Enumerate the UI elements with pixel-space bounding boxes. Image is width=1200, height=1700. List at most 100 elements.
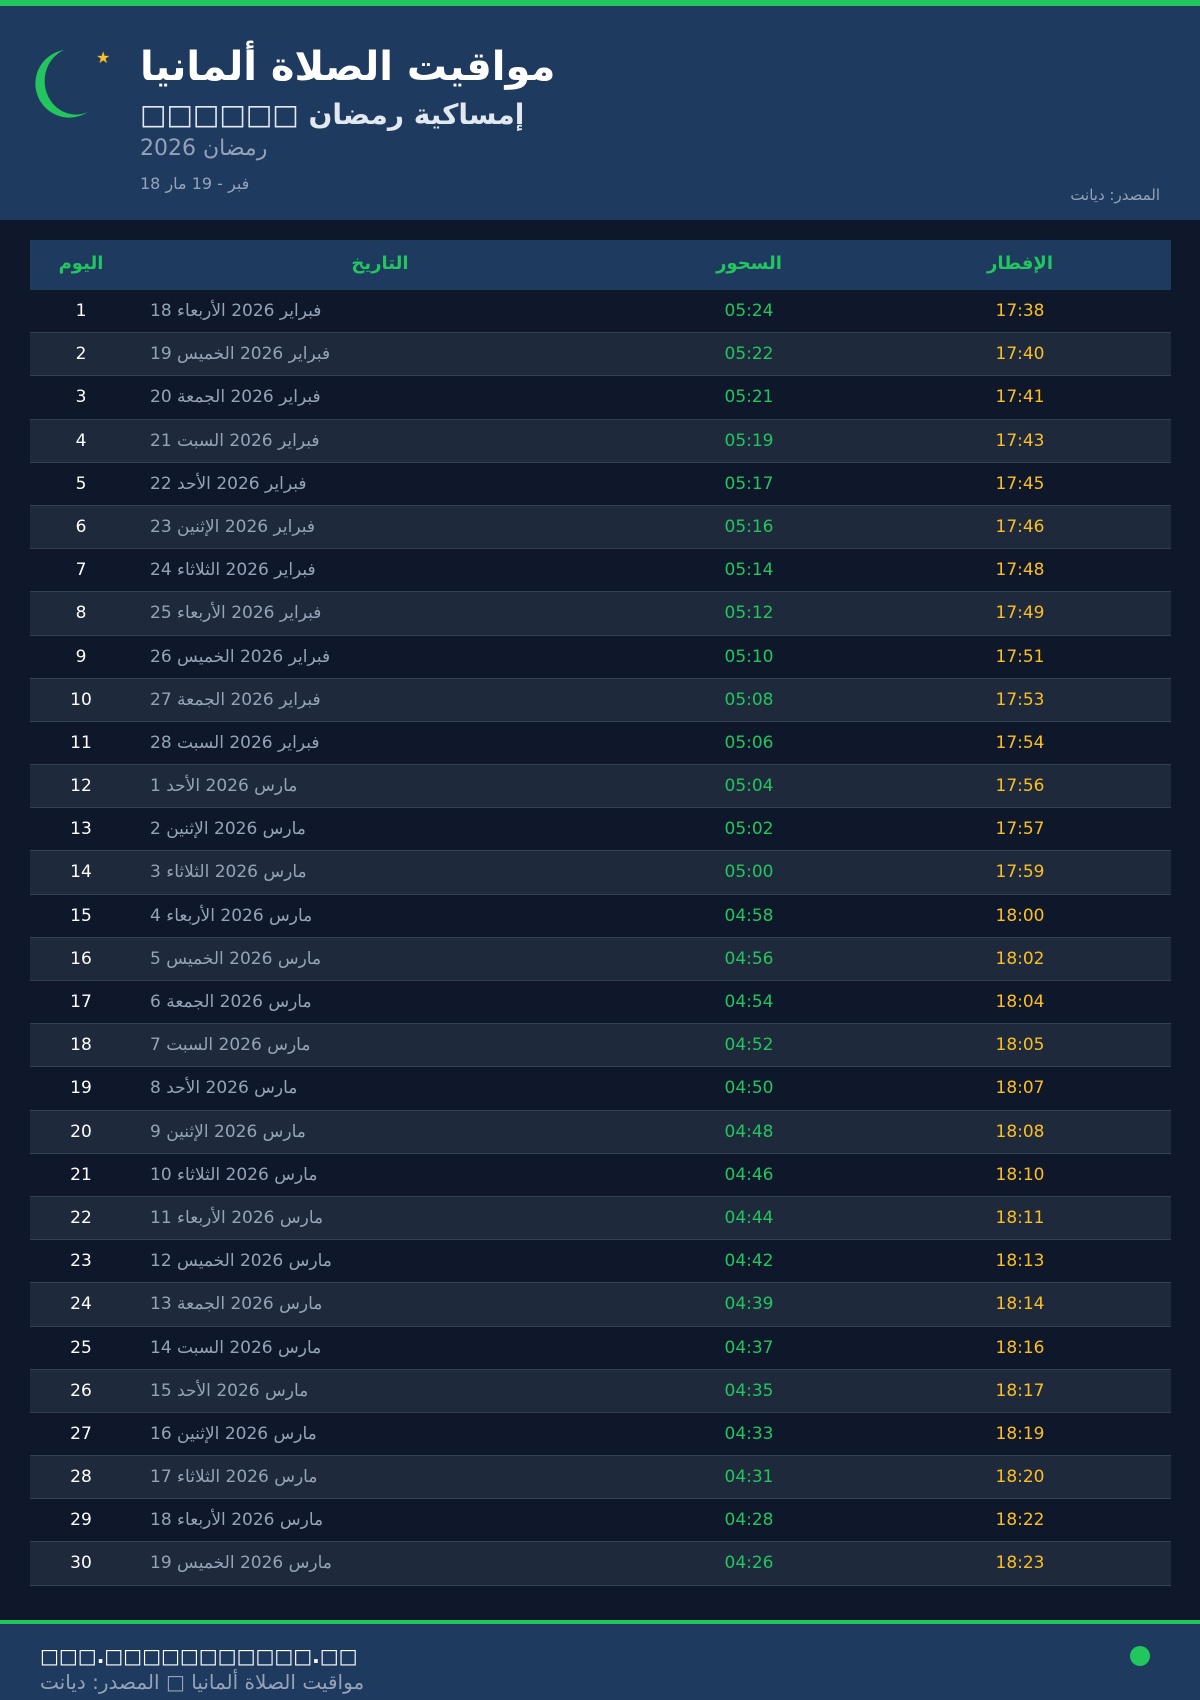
date-cell: 5 مارس 2026 الخميس — [150, 948, 322, 969]
day-cell: 3 — [75, 387, 87, 408]
suhoor-cell: 05:22 — [724, 344, 774, 365]
day-cell: 14 — [70, 862, 92, 883]
table-row: 17 6 مارس 2026 الجمعة 04:54 18:04 — [30, 981, 1171, 1025]
date-cell: 23 فبراير 2026 الإثنين — [150, 516, 315, 537]
date-cell: 18 مارس 2026 الأربعاء — [150, 1510, 324, 1531]
date-cell: 6 مارس 2026 الجمعة — [150, 992, 312, 1012]
day-cell: 25 — [70, 1337, 92, 1358]
table-header: اليوم التاريخ السحور الإفطار — [30, 240, 1171, 290]
date-cell: 22 فبراير 2026 الأحد — [150, 473, 307, 494]
date-cell: 2 مارس 2026 الإثنين — [150, 819, 306, 840]
suhoor-cell: 04:35 — [724, 1380, 774, 1401]
day-cell: 23 — [70, 1251, 92, 1272]
day-cell: 22 — [70, 1207, 92, 1228]
iftar-cell: 17:49 — [995, 603, 1045, 624]
header-day: اليوم — [58, 253, 104, 274]
day-cell: 19 — [70, 1078, 92, 1099]
iftar-cell: 18:07 — [995, 1078, 1045, 1099]
table-row: 9 26 فبراير 2026 الخميس 05:10 17:51 — [30, 635, 1171, 679]
date-cell: 14 مارس 2026 السبت — [150, 1337, 322, 1358]
date-cell: 7 مارس 2026 السبت — [150, 1035, 311, 1056]
iftar-cell: 17:51 — [995, 646, 1045, 667]
iftar-cell: 18:17 — [995, 1380, 1045, 1401]
table-row: 10 27 فبراير 2026 الجمعة 05:08 17:53 — [30, 678, 1171, 722]
date-cell: 28 فبراير 2026 السبت — [150, 732, 320, 753]
suhoor-cell: 05:16 — [724, 516, 774, 537]
day-cell: 10 — [70, 689, 92, 710]
day-cell: 7 — [75, 560, 87, 581]
page-title: مواقيت الصلاة ألمانيا — [140, 44, 556, 90]
table-row: 7 24 فبراير 2026 الثلاثاء 05:14 17:48 — [30, 549, 1171, 593]
suhoor-cell: 05:19 — [724, 430, 774, 451]
day-cell: 8 — [75, 603, 87, 624]
table-row: 5 22 فبراير 2026 الأحد 05:17 17:45 — [30, 462, 1171, 506]
suhoor-cell: 05:14 — [724, 560, 774, 581]
iftar-cell: 17:57 — [995, 819, 1045, 840]
suhoor-cell: 04:58 — [724, 905, 774, 926]
table-row: 20 9 مارس 2026 الإثنين 04:48 18:08 — [30, 1110, 1171, 1154]
iftar-cell: 18:08 — [995, 1121, 1045, 1142]
date-cell: 3 مارس 2026 الثلاثاء — [150, 862, 307, 883]
suhoor-cell: 05:02 — [724, 819, 774, 840]
date-cell: 10 مارس 2026 الثلاثاء — [150, 1164, 318, 1185]
suhoor-cell: 04:37 — [724, 1337, 774, 1358]
table-row: 19 8 مارس 2026 الأحد 04:50 18:07 — [30, 1067, 1171, 1111]
iftar-cell: 18:10 — [995, 1164, 1045, 1185]
suhoor-cell: 05:00 — [724, 862, 774, 883]
day-cell: 5 — [75, 473, 87, 494]
table-row: 24 13 مارس 2026 الجمعة 04:39 18:14 — [30, 1283, 1171, 1327]
day-cell: 20 — [70, 1121, 92, 1142]
iftar-cell: 18:05 — [995, 1035, 1045, 1056]
table-row: 22 11 مارس 2026 الأربعاء 04:44 18:11 — [30, 1196, 1171, 1241]
day-cell: 16 — [70, 948, 92, 969]
ramadan-year: رمضان 2026 — [140, 136, 268, 161]
date-cell: 25 فبراير 2026 الأربعاء — [150, 603, 322, 624]
suhoor-cell: 04:44 — [724, 1207, 774, 1228]
table-row: 27 16 مارس 2026 الإثنين 04:33 18:19 — [30, 1412, 1171, 1457]
iftar-cell: 18:22 — [995, 1510, 1045, 1531]
suhoor-cell: 04:46 — [724, 1164, 774, 1185]
footer: □□□.□□□□□□□□□□□.□□ مواقيت الصلاة ألمانيا… — [0, 1624, 1200, 1700]
table-row: 30 19 مارس 2026 الخميس 04:26 18:23 — [30, 1542, 1171, 1586]
suhoor-cell: 04:48 — [724, 1121, 774, 1142]
day-cell: 4 — [75, 430, 87, 451]
source-label: المصدر: ديانت — [1070, 186, 1160, 204]
table-row: 4 21 فبراير 2026 السبت 05:19 17:43 — [30, 419, 1171, 463]
date-cell: 8 مارس 2026 الأحد — [150, 1078, 298, 1099]
date-cell: 27 فبراير 2026 الجمعة — [150, 689, 321, 710]
suhoor-cell: 04:52 — [724, 1035, 774, 1056]
table-row: 8 25 فبراير 2026 الأربعاء 05:12 17:49 — [30, 592, 1171, 636]
date-cell: 18 فبراير 2026 الأربعاء — [150, 301, 322, 321]
suhoor-cell: 05:21 — [724, 387, 774, 408]
iftar-cell: 18:20 — [995, 1467, 1045, 1488]
header: ★ مواقيت الصلاة ألمانيا □□□□□□ إمساكية ر… — [0, 6, 1200, 220]
table-row: 1 18 فبراير 2026 الأربعاء 05:24 17:38 — [30, 290, 1171, 334]
date-range: 18 فبر - 19 مار — [140, 174, 250, 193]
iftar-cell: 17:54 — [995, 732, 1045, 753]
top-accent-bar — [0, 0, 1200, 6]
day-cell: 9 — [75, 646, 87, 667]
iftar-cell: 17:56 — [995, 776, 1045, 797]
suhoor-cell: 04:31 — [724, 1467, 774, 1488]
date-cell: 20 فبراير 2026 الجمعة — [150, 387, 321, 408]
date-cell: 24 فبراير 2026 الثلاثاء — [150, 560, 316, 581]
suhoor-cell: 05:17 — [724, 473, 774, 494]
table-row: 28 17 مارس 2026 الثلاثاء 04:31 18:20 — [30, 1456, 1171, 1500]
date-cell: 21 فبراير 2026 السبت — [150, 430, 320, 451]
day-cell: 29 — [70, 1510, 92, 1531]
header-date: التاريخ — [351, 253, 409, 274]
suhoor-cell: 04:28 — [724, 1510, 774, 1531]
day-cell: 28 — [70, 1467, 92, 1488]
table-row: 18 7 مارس 2026 السبت 04:52 18:05 — [30, 1024, 1171, 1068]
suhoor-cell: 04:54 — [724, 992, 774, 1012]
table-row: 11 28 فبراير 2026 السبت 05:06 17:54 — [30, 721, 1171, 766]
date-cell: 15 مارس 2026 الأحد — [150, 1380, 309, 1401]
footer-url[interactable]: □□□.□□□□□□□□□□□.□□ — [40, 1644, 358, 1668]
suhoor-cell: 05:06 — [724, 732, 774, 753]
suhoor-cell: 04:56 — [724, 948, 774, 969]
day-cell: 21 — [70, 1164, 92, 1185]
iftar-cell: 17:45 — [995, 473, 1045, 494]
suhoor-cell: 04:50 — [724, 1078, 774, 1099]
iftar-cell: 18:16 — [995, 1337, 1045, 1358]
date-cell: 9 مارس 2026 الإثنين — [150, 1121, 306, 1142]
